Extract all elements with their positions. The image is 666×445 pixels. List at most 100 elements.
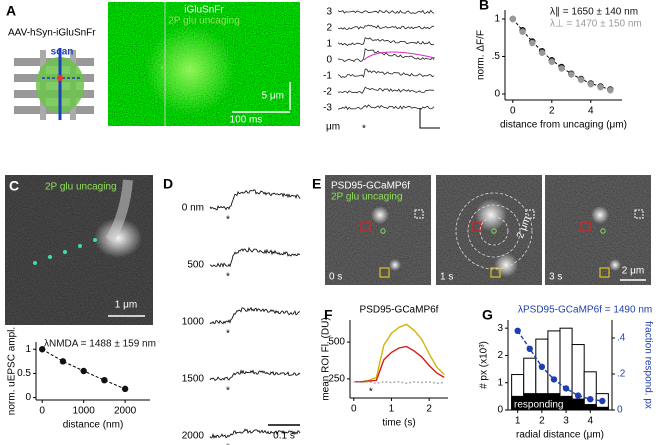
x-axis-label: distance (nm) (63, 420, 124, 431)
x-tick-label: 4 (587, 416, 593, 427)
roi (580, 221, 591, 232)
trace-label: -3 (323, 103, 332, 114)
image-label: 2P glu uncaging (45, 182, 117, 193)
uncaging-spot (491, 228, 497, 234)
y2-tick-label: .2 (617, 369, 626, 380)
traces: 3 2 1 0 -1 -2 -3 (323, 7, 436, 114)
point (577, 76, 585, 83)
line (353, 323, 445, 383)
y-tick-label: 0 (494, 89, 500, 100)
spot (609, 259, 621, 271)
y-axis-label: norm. uEPSC ampl. (7, 327, 18, 415)
trace (337, 68, 435, 79)
x-axis-label: time (s) (382, 418, 415, 429)
y-tick-label: .5 (492, 51, 501, 62)
ring (479, 216, 509, 246)
trace (337, 24, 434, 30)
x-tick-label: 3 (563, 416, 569, 427)
scale-label: 5 μm (262, 91, 284, 102)
scale-bar (419, 108, 440, 129)
point (121, 385, 129, 393)
stim-star: * (226, 386, 230, 397)
trace-unit: μm (326, 122, 340, 133)
time-label: 1 s (440, 272, 453, 283)
panel-letter: B (479, 0, 489, 13)
trace-label: 1 (326, 39, 332, 50)
annotation: λ∥ = 1650 ± 140 nm (550, 7, 638, 18)
uncaging-spot (600, 228, 606, 234)
annotation: λNMDA = 1488 ± 159 nm (44, 339, 156, 350)
trace-label: 2000 (182, 431, 205, 442)
trace-label: -2 (323, 87, 332, 98)
time-label: 0 s (329, 272, 342, 283)
bar (595, 406, 609, 411)
stim-star: * (226, 215, 230, 226)
image-noise (325, 175, 431, 285)
x-axis-label: distance from uncaging (μm) (500, 120, 627, 131)
fraction-point (562, 385, 570, 392)
trace-label: 500 (187, 260, 204, 271)
trace (209, 369, 301, 382)
bar (571, 398, 585, 411)
image-glow (145, 25, 235, 115)
fraction-point (550, 376, 558, 383)
annotation: λPSD95-GCaMP6f = 1490 nm (518, 305, 652, 316)
chart-title: PSD95-GCaMP6f (360, 305, 439, 316)
uncaging-spot (380, 228, 386, 234)
x-tick-label: 2 (549, 106, 555, 117)
y-tick-label: 0.5 (17, 368, 31, 379)
point (558, 65, 565, 72)
x-tick-label: 2 (426, 404, 432, 415)
x-tick-label: 2000 (114, 406, 137, 417)
stim-star: * (226, 329, 230, 340)
panel-letter: E (312, 176, 321, 192)
scan-label: scan (51, 47, 74, 58)
bar (583, 404, 597, 411)
stim-star: * (226, 272, 230, 283)
trace-label: 1500 (182, 374, 205, 385)
uncaging-star: * (160, 65, 164, 76)
image-glow (94, 218, 142, 258)
x-tick-label: 1 (389, 404, 395, 415)
ring (467, 204, 521, 258)
panel-letter: D (163, 176, 173, 192)
fraction-point (574, 392, 582, 399)
spot (389, 259, 401, 271)
point (39, 346, 46, 353)
fraction-point (538, 363, 546, 370)
image-noise (545, 175, 651, 285)
trace (337, 37, 435, 47)
point (548, 58, 555, 65)
trace (209, 428, 301, 439)
annotation: λ⊥ = 1470 ± 150 nm (550, 19, 642, 30)
image-title: PSD95-GCaMP6f (331, 181, 410, 192)
fraction-point (514, 327, 521, 334)
spot (371, 206, 389, 224)
roi (360, 221, 371, 232)
scale-label: 100 ms (230, 115, 263, 126)
image-row: 0 s 1 s 3 s (325, 175, 651, 285)
trace-label: 0 nm (182, 203, 204, 214)
trace (337, 9, 435, 14)
fraction-point (599, 397, 606, 405)
y-axis-label: # px (x10³) (479, 341, 490, 389)
y-tick-label: 0 (497, 405, 503, 416)
panel-letter: F (324, 307, 333, 323)
construct-label: AAV-hSyn-iGluSnFr (8, 28, 96, 39)
y-tick-label: 0 (25, 392, 31, 403)
point (509, 15, 516, 23)
schematic (14, 48, 94, 120)
scale-label: 1 μm (115, 300, 137, 311)
y-tick-label: 1 (497, 377, 503, 388)
roi (490, 267, 501, 278)
trace-label: 0 (326, 55, 332, 66)
point (568, 71, 575, 78)
trace (209, 189, 301, 211)
stim-star: * (226, 443, 230, 445)
roi (379, 267, 390, 278)
x-tick-label: 0 (39, 406, 45, 417)
y-axis-label: mean ROI Fl. (DU) (321, 317, 332, 400)
roi (634, 209, 644, 219)
time-label: 3 s (549, 272, 562, 283)
